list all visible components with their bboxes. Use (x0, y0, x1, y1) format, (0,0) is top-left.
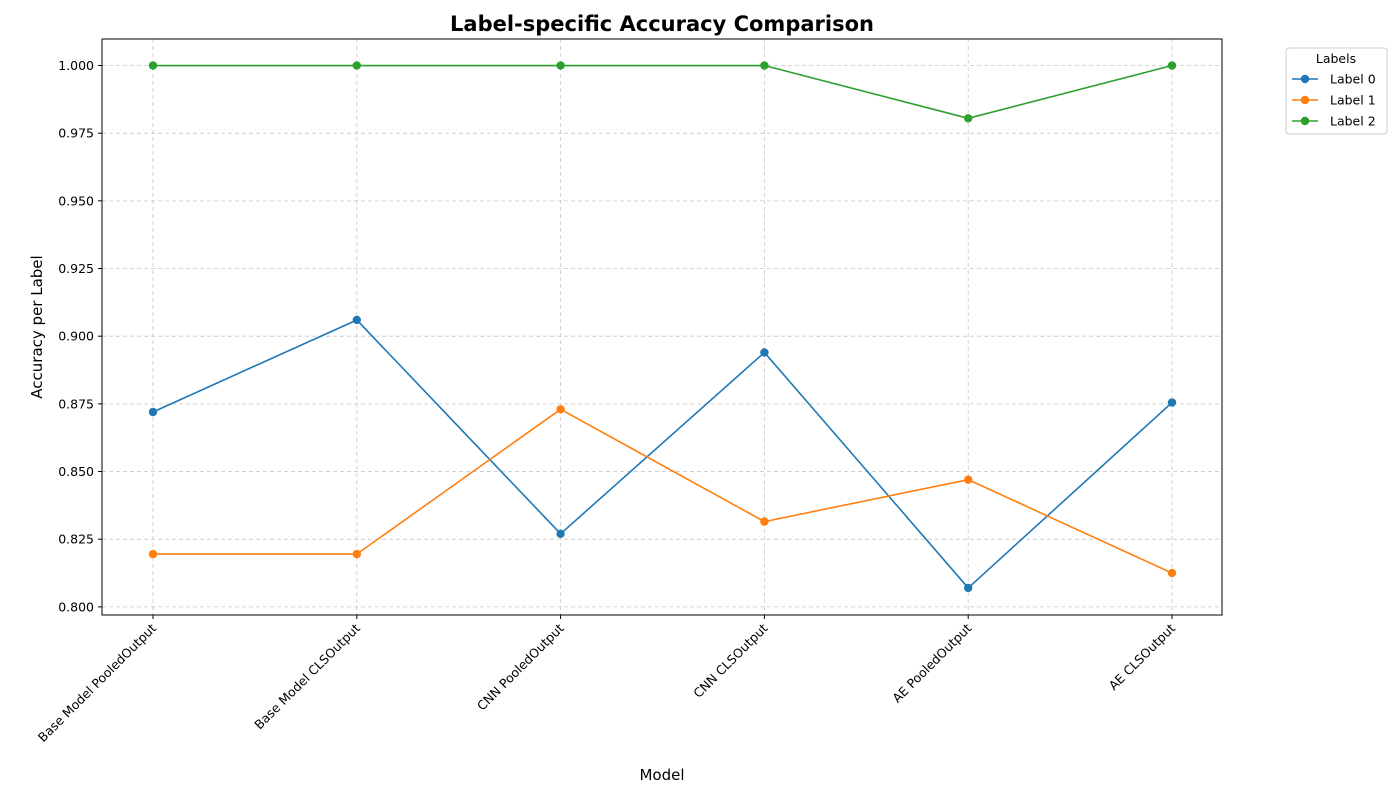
legend-box (1285, 47, 1388, 135)
series-layer (148, 61, 1177, 593)
y-tick-label: 1.000 (58, 58, 94, 73)
data-point (556, 61, 565, 70)
series-label-1 (148, 405, 1177, 578)
series-line (153, 408, 1173, 574)
y-tick-label: 0.975 (58, 126, 94, 141)
legend: Labels Label 0 Label 1 Label 2 (1285, 47, 1388, 135)
y-tick-label: 0.950 (58, 193, 94, 208)
y-tick-label: 0.800 (58, 599, 94, 614)
y-tick-label: 0.875 (58, 396, 94, 411)
data-point (148, 549, 158, 559)
x-axis-ticks: Base Model PooledOutput Base Model CLSOut… (35, 615, 1178, 745)
x-tick-label: AE CLSOutput (1106, 620, 1179, 693)
y-tick-label: 0.850 (58, 464, 94, 479)
data-point (352, 549, 361, 559)
data-point (352, 315, 361, 325)
legend-title: Labels (1316, 51, 1356, 66)
x-tick-label: CNN CLSOutput (690, 620, 770, 700)
legend-entry: Label 2 (1292, 114, 1376, 129)
data-point (1167, 568, 1177, 578)
x-tick-label: Base Model PooledOutput (35, 620, 159, 744)
x-tick-label: AE PooledOutput (889, 620, 974, 705)
x-tick-label: Base Model CLSOutput (251, 620, 363, 732)
data-point (964, 583, 973, 593)
legend-entries: Label 0 Label 1 Label 2 (1292, 72, 1376, 129)
series-label-2 (148, 61, 1177, 123)
data-point (760, 348, 769, 357)
legend-label: Label 0 (1330, 72, 1376, 87)
x-axis-title: Model (639, 766, 684, 784)
series-line (153, 64, 1173, 120)
y-axis-ticks: 0.800 0.825 0.850 0.875 0.900 0.925 0.950 0.975… (58, 58, 102, 614)
data-point (1167, 398, 1177, 407)
data-point (148, 407, 158, 417)
data-point (1167, 61, 1177, 70)
legend-label: Label 1 (1330, 93, 1376, 108)
grid-lines (102, 39, 1222, 615)
data-point (556, 405, 565, 414)
y-tick-label: 0.825 (58, 532, 94, 547)
legend-entry: Label 1 (1292, 93, 1376, 108)
y-tick-label: 0.900 (58, 329, 94, 344)
chart-title: Label-specific Accuracy Comparison (450, 12, 874, 36)
data-point (556, 529, 565, 538)
y-axis-title: Accuracy per Label (28, 255, 46, 398)
data-point (760, 61, 769, 70)
legend-marker (1300, 74, 1310, 84)
legend-marker (1300, 95, 1310, 105)
data-point (760, 517, 769, 526)
data-point (148, 61, 158, 70)
y-tick-label: 0.925 (58, 261, 94, 276)
data-point (964, 475, 973, 484)
x-tick-label: CNN PooledOutput (474, 620, 567, 713)
series-label-0 (148, 315, 1177, 593)
plot-frame (101, 38, 1223, 616)
data-point (352, 61, 361, 70)
data-point (964, 114, 973, 123)
legend-label: Label 2 (1330, 114, 1376, 129)
legend-marker (1300, 116, 1310, 126)
legend-entry: Label 0 (1292, 72, 1376, 87)
series-line (152, 319, 1173, 589)
